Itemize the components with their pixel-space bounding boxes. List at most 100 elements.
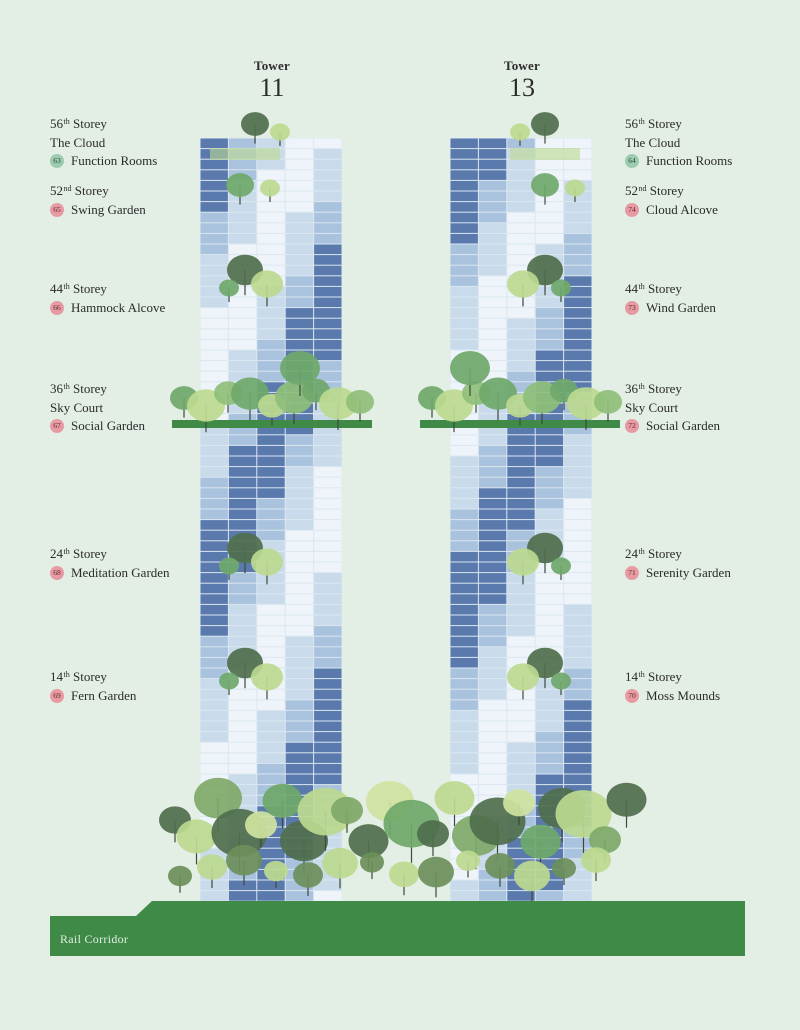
tree-canopy [176, 819, 217, 854]
tower-13-body-panel [535, 424, 564, 435]
tower-13-body-panel [507, 689, 535, 700]
tower-13-body-panel [507, 445, 535, 456]
tower-13-body-panel [478, 498, 507, 509]
tower-11-body-panel [200, 732, 228, 742]
tower-13-body-panel [507, 382, 535, 392]
tower-11-body-panel [314, 763, 342, 774]
tower-13-body-panel [535, 763, 564, 774]
tower-13-body-panel [507, 604, 535, 615]
tree-canopy [293, 862, 323, 888]
tower-11-body-panel [285, 753, 314, 763]
tower-11-body-panel [285, 149, 314, 159]
tower-13-body-panel [507, 191, 535, 202]
tower-13-body-panel [507, 212, 535, 223]
tower-11-body-panel [200, 138, 228, 149]
tower-11-body-panel [257, 424, 285, 435]
tower-13-body-panel [450, 265, 478, 276]
tower-11-body-panel [228, 615, 257, 626]
tower-13-body-panel [507, 647, 535, 657]
tower-11-body-panel [200, 530, 228, 541]
badge-67: 67 [50, 419, 64, 434]
tower-11-body-panel [257, 414, 285, 424]
tower-13-body-panel [535, 615, 564, 626]
tower-11-body-panel [285, 276, 314, 286]
tower-11-body-panel [257, 467, 285, 477]
base-tree [331, 796, 363, 833]
tower-13-body-panel [450, 170, 478, 180]
tower-13-body-panel [535, 212, 564, 223]
sky-garden [510, 112, 580, 160]
tower-13-body-panel [450, 276, 478, 286]
tower-13-body-panel [450, 329, 478, 339]
tower-11-body-panel [257, 371, 285, 382]
tower-11-body-panel [314, 891, 342, 901]
tower-11-body-panel [200, 382, 228, 392]
tower-13-body-panel [535, 710, 564, 721]
tower-13-body-panel [478, 742, 507, 753]
tower-13-body-panel [478, 371, 507, 382]
tower-13-body-panel [478, 244, 507, 255]
tree-canopy [241, 112, 269, 136]
tower-11-body-panel [257, 244, 285, 255]
tower-13-body-panel [450, 647, 478, 657]
tower-11-body-panel [285, 689, 314, 700]
tower-11-body-panel [285, 520, 314, 530]
tower-13-body-panel [507, 753, 535, 763]
tower-11-body-panel [285, 339, 314, 350]
tower-11-body-panel [200, 339, 228, 350]
tower-11-body-panel [257, 880, 285, 891]
right-label-14: 14th Storey 70 Moss Mounds [625, 669, 721, 703]
tower-13-body-panel [564, 414, 592, 424]
tree-canopy [346, 389, 374, 414]
tower-11-body-panel [257, 848, 285, 859]
tree-canopy [319, 387, 357, 420]
tower-11-body-panel [314, 647, 342, 657]
tower-13-body-panel [535, 594, 564, 604]
tree-canopy [260, 179, 280, 197]
tower-13-body-panel [507, 265, 535, 276]
tower-13-body-panel [450, 498, 478, 509]
tower-13-body-panel [507, 159, 535, 170]
tower-11-body-panel [314, 170, 342, 180]
tower-13-body-panel [564, 763, 592, 774]
left-label-36: 36th Storey Sky Court 67 Social Garden [50, 381, 146, 434]
tree-canopy [531, 112, 559, 136]
tower-11-body-panel [257, 159, 285, 170]
tower-11-body-panel [228, 414, 257, 424]
tower-11-body-panel [314, 753, 342, 763]
tower-11-body-panel [200, 848, 228, 859]
tower-11-body-panel [257, 742, 285, 753]
sky-court-tree [594, 389, 622, 422]
garden-tree [219, 557, 239, 580]
tower-11-body-panel [285, 626, 314, 636]
tower-11-body-panel [257, 202, 285, 212]
tower-11-body-panel [314, 520, 342, 530]
tower-13-body-panel [564, 191, 592, 202]
tower-11-body-panel [285, 212, 314, 223]
tower-13-body-panel [450, 700, 478, 710]
tower-13-body-panel [450, 551, 478, 562]
tower-13-body-panel [507, 318, 535, 329]
tower-13-body-panel [478, 350, 507, 361]
tower-13-body-panel [507, 244, 535, 255]
garden-tree [219, 279, 239, 302]
tower-11-body-panel [200, 689, 228, 700]
tower-13-body-panel [564, 657, 592, 668]
tower-11-body-panel [228, 785, 257, 795]
tower-11-body-panel [314, 255, 342, 265]
badge-72: 72 [625, 419, 639, 434]
tower-13-body-panel [478, 212, 507, 223]
sky-garden [531, 173, 585, 205]
tower-11-body-panel [228, 361, 257, 371]
tower-13-body-panel [535, 159, 564, 170]
tower-11-body-panel [285, 456, 314, 467]
right-label-56: 56th Storey The Cloud 64 Function Rooms [625, 116, 733, 169]
tower-11-body-panel [257, 657, 285, 668]
tree-canopy [322, 847, 358, 879]
tower-11-body-panel [314, 265, 342, 276]
tower-11-body-panel [314, 530, 342, 541]
base-shrub [581, 847, 611, 882]
tower-13-body-panel [478, 689, 507, 700]
tower-13-body-panel [564, 689, 592, 700]
badge-66: 66 [50, 300, 64, 315]
